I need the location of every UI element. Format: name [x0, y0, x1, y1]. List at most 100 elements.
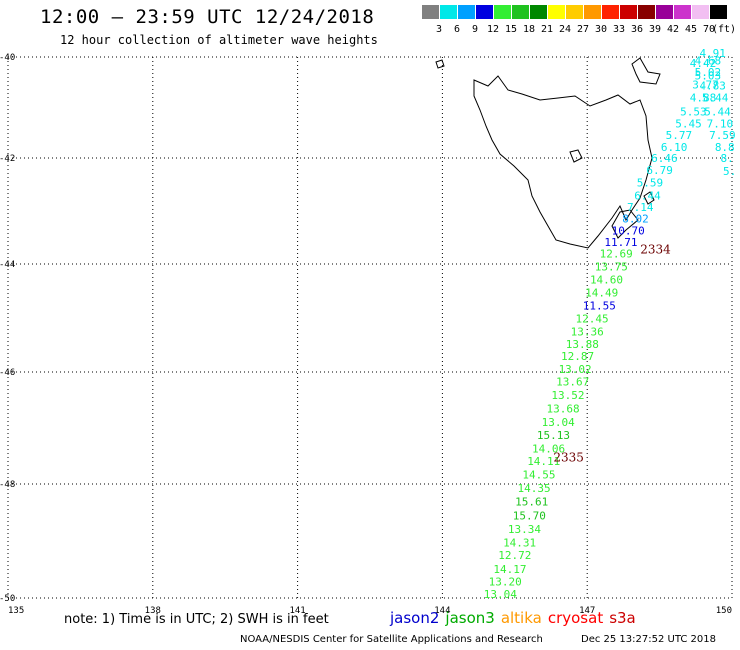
generated-timestamp: Dec 25 13:27:52 UTC 2018: [581, 634, 716, 645]
legend-label: 39: [648, 24, 662, 35]
wave-height-value: 13.34: [508, 523, 541, 536]
wave-height-value: 13.52: [551, 389, 584, 402]
legend-swatch: [422, 5, 439, 19]
legend-swatch: [494, 5, 511, 19]
lon-tick-label: 150: [716, 606, 732, 616]
lat-tick-label: -50: [0, 594, 15, 604]
wave-height-value: 8.02: [622, 213, 649, 226]
satellite-name: s3a: [609, 609, 636, 627]
legend-label: 9: [471, 24, 479, 35]
legend-swatch: [440, 5, 457, 19]
wave-height-value: 5.44: [704, 106, 731, 119]
tasmania-coastline: [435, 57, 661, 249]
wave-height-value: 5.45: [675, 118, 702, 131]
legend-label: 24: [558, 24, 572, 35]
wave-height-value: 5.59: [637, 177, 664, 190]
pass-id-label: 2335: [553, 451, 584, 465]
legend-label: 33: [612, 24, 626, 35]
wave-height-value: 5.03: [695, 70, 722, 83]
legend-label: 15: [504, 24, 518, 35]
wave-height-value: 12.45: [575, 312, 608, 325]
wave-height-value: 13.68: [547, 402, 580, 415]
wave-height-value: 4.91: [699, 47, 726, 60]
wave-height-value: 7.10: [707, 118, 734, 131]
wave-height-value: 5.02: [695, 66, 722, 79]
pass-id-label: 2334: [640, 242, 671, 256]
satellite-name: altika: [500, 609, 542, 627]
wave-height-value: 3.77: [692, 78, 719, 91]
wave-height-value: 5.44: [702, 91, 729, 104]
wave-height-value: 14.11: [527, 455, 560, 468]
wave-height-value: 13.04: [484, 588, 517, 601]
tasmania-mainland: [473, 75, 653, 249]
legend-swatch: [512, 5, 529, 19]
legend-swatch: [458, 5, 475, 19]
wave-height-value: 10.70: [612, 224, 645, 237]
legend-swatch: [692, 5, 709, 19]
legend-swatch: [620, 5, 637, 19]
flinders-island: [631, 57, 661, 85]
wave-height-value: 12.87: [561, 350, 594, 363]
wave-height-value: 13.88: [566, 338, 599, 351]
wave-height-value: 11.71: [604, 236, 637, 249]
satellite-name: jason2: [390, 609, 440, 627]
footer-note: note: 1) Time is in UTC; 2) SWH is in fe…: [64, 612, 329, 627]
wave-height-value: 14.06: [532, 443, 565, 456]
wave-height-value: 5.: [723, 165, 736, 178]
wave-height-value: 15.13: [537, 429, 570, 442]
legend-label: 6: [453, 24, 461, 35]
wave-height-value: 8.: [721, 152, 734, 165]
legend-swatch: [476, 5, 493, 19]
wave-height-value: 4.83: [699, 79, 726, 92]
legend-label: 70: [702, 24, 716, 35]
wave-height-value: 14.60: [590, 273, 623, 286]
wave-height-value: 5.77: [666, 129, 693, 142]
lat-tick-label: -42: [0, 154, 15, 164]
wave-height-value: 15.70: [513, 509, 546, 522]
wave-height-value: 13.04: [542, 416, 575, 429]
bruny-island: [611, 209, 639, 239]
inland-lake: [569, 149, 583, 163]
legend-label: 18: [522, 24, 536, 35]
wave-height-value: 13.20: [489, 575, 522, 588]
wave-height-value: 13.02: [559, 363, 592, 376]
satellite-legend: jason2 jason3 altika cryosat s3a: [390, 609, 642, 627]
legend-swatch: [530, 5, 547, 19]
altimeter-tracks: 4.914.684.425.025.033.774.834.885.445.53…: [484, 47, 736, 601]
wave-height-value: 12.72: [498, 549, 531, 562]
wave-height-value: 14.49: [585, 286, 618, 299]
wave-height-value: 14.55: [522, 468, 555, 481]
wave-height-value: 14.31: [503, 537, 536, 550]
lon-tick-label: 135: [8, 606, 24, 616]
wave-height-value: 13.36: [571, 325, 604, 338]
legend-swatch: [674, 5, 691, 19]
wave-height-value: 6.79: [646, 164, 673, 177]
wave-height-value: 4.88: [690, 91, 717, 104]
wave-height-value: 6.44: [634, 189, 661, 202]
wave-height-value: 5.53: [680, 106, 707, 119]
lon-tick-label: 138: [145, 606, 161, 616]
lon-tick-label: 147: [579, 606, 595, 616]
legend-swatch: [656, 5, 673, 19]
wave-height-value: 14.35: [518, 482, 551, 495]
wave-height-value: 13.75: [595, 260, 628, 273]
legend-label: 36: [630, 24, 644, 35]
wave-height-value: 7.14: [627, 201, 654, 214]
wave-height-value: 4.68: [695, 55, 722, 68]
legend-swatch: [566, 5, 583, 19]
wave-height-value: 4.42: [690, 57, 717, 70]
wave-height-value: 12.69: [600, 248, 633, 261]
wave-height-value: 6.46: [651, 152, 678, 165]
pass-labels: 2334 2335: [553, 242, 671, 464]
legend-label: 21: [540, 24, 554, 35]
legend-swatch: [710, 5, 727, 19]
legend-label: 42: [666, 24, 680, 35]
credit-text: NOAA/NESDIS Center for Satellite Applica…: [240, 634, 543, 645]
wave-height-value: 8.8: [715, 141, 735, 154]
king-island: [435, 59, 445, 69]
legend-unit: (ft): [711, 24, 737, 35]
legend-label: 12: [486, 24, 500, 35]
legend-label: 30: [594, 24, 608, 35]
